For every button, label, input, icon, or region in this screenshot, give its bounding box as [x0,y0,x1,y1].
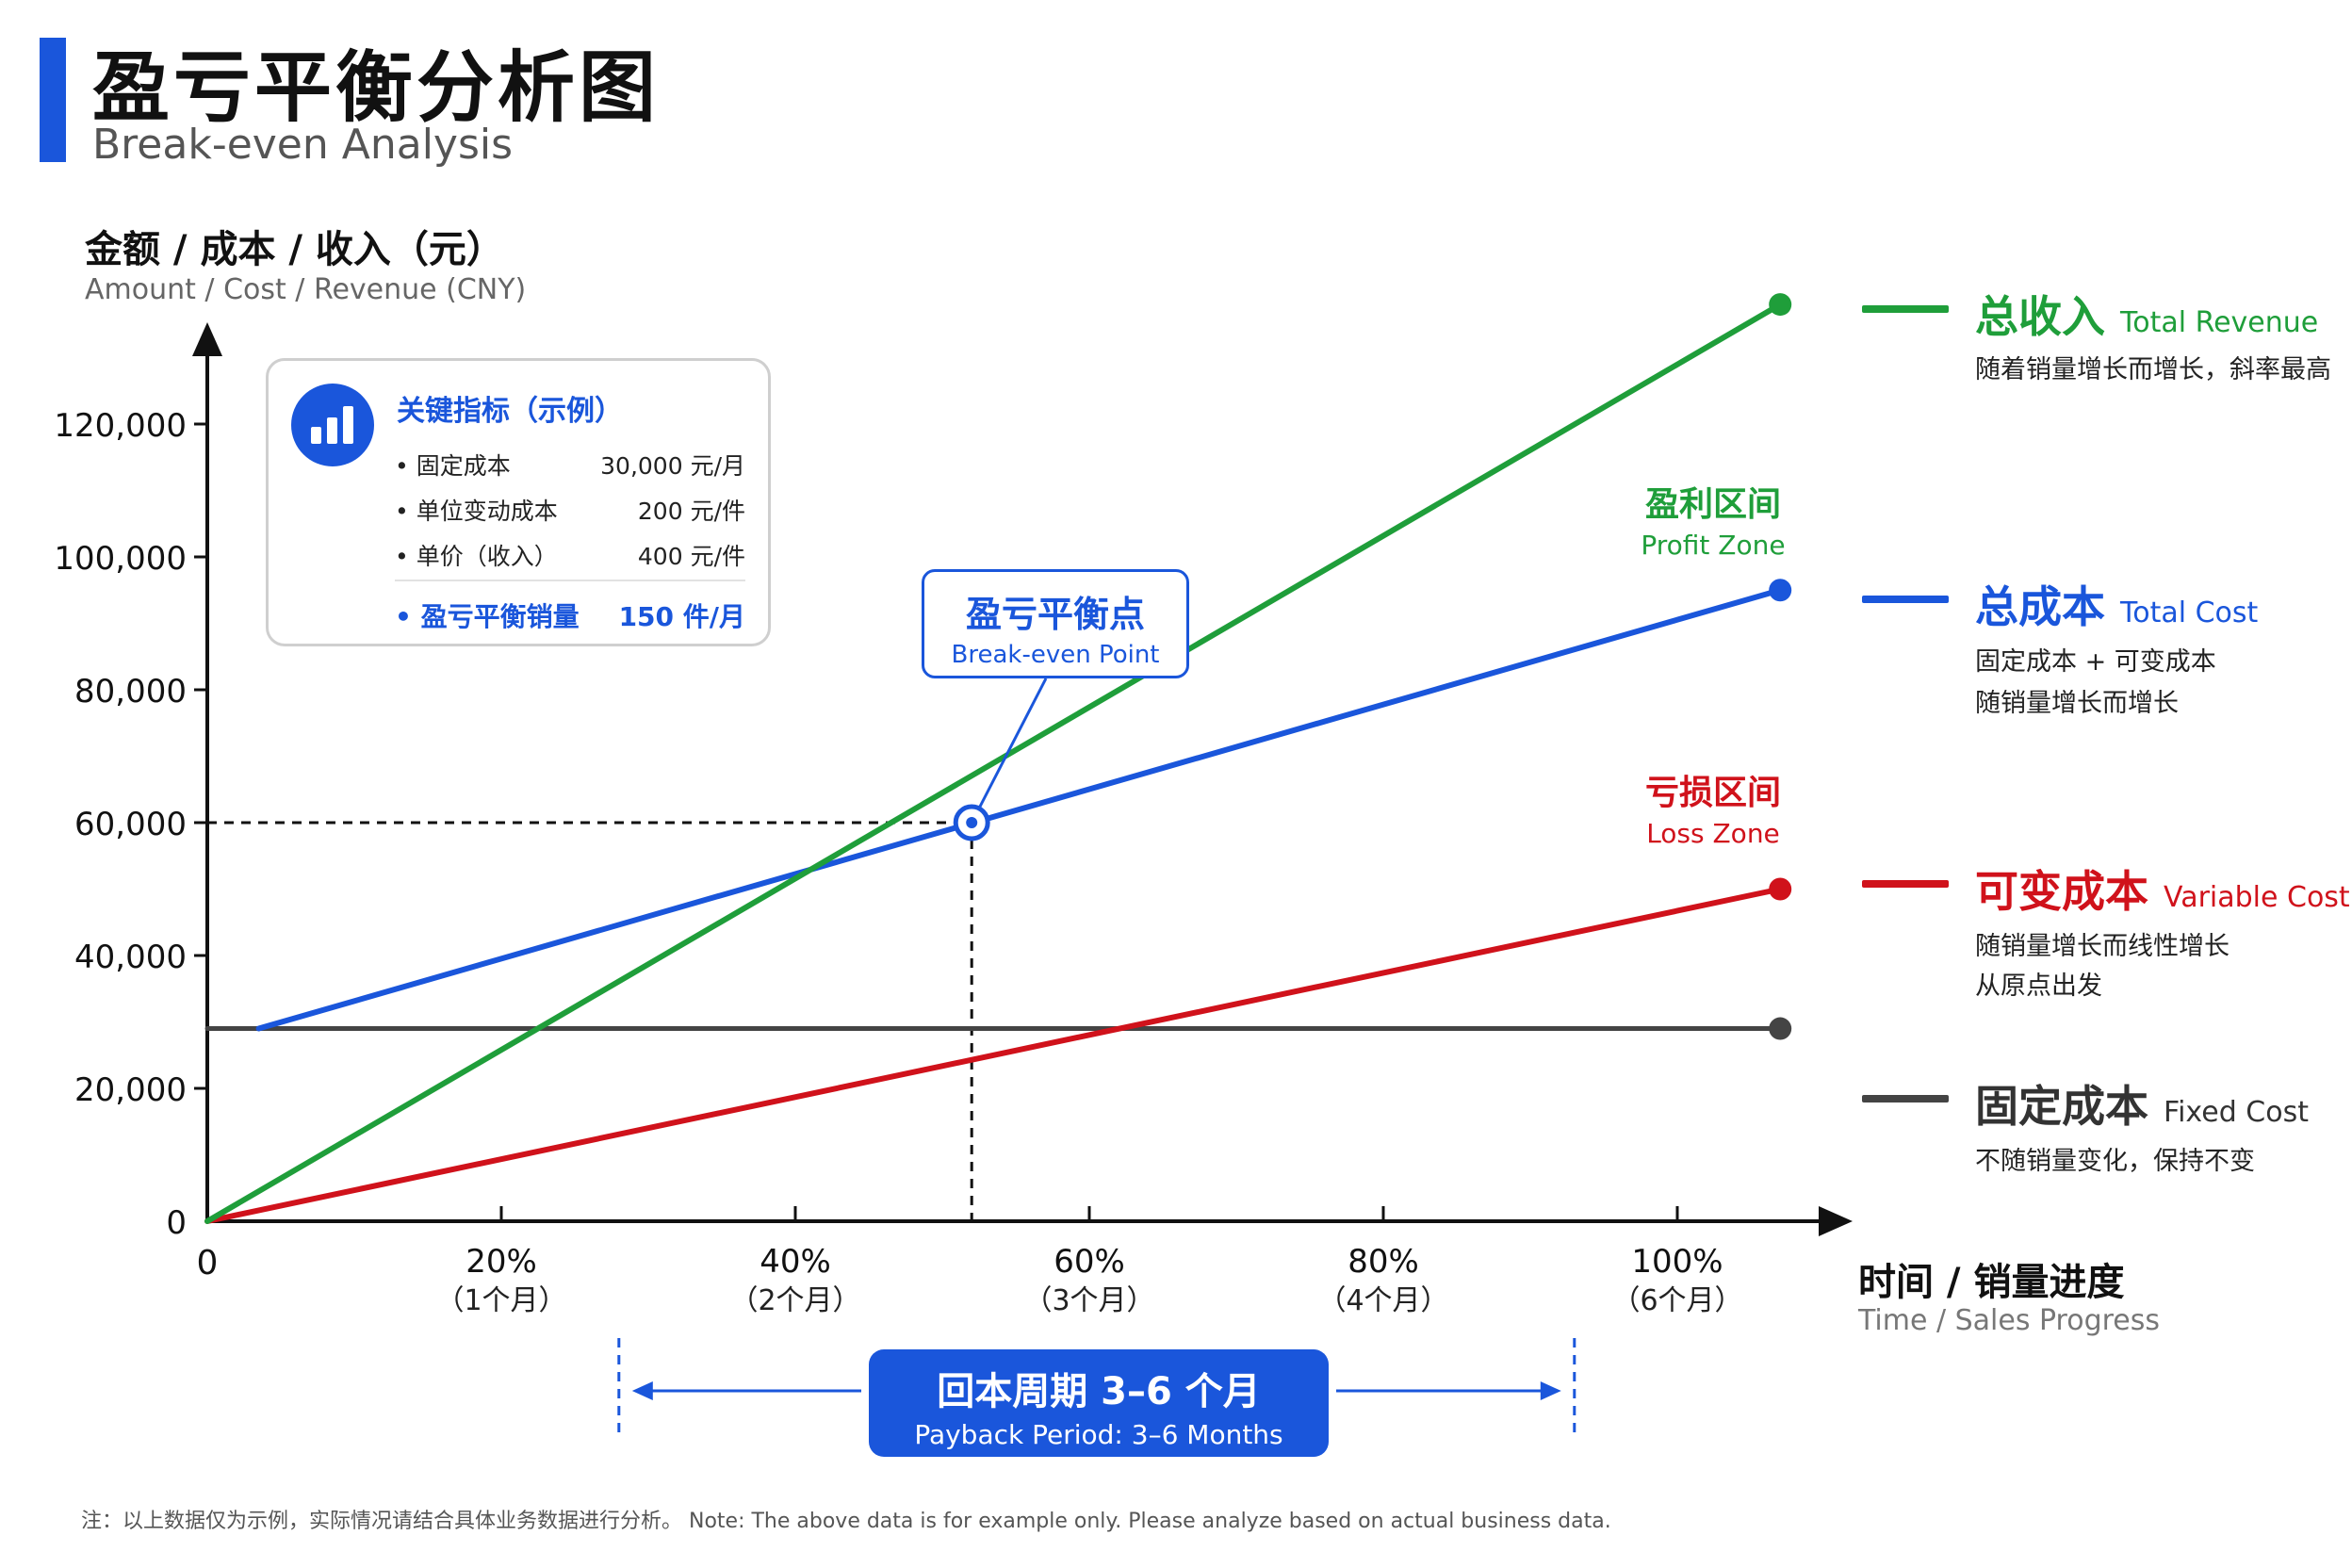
legend-name: 总收入 Total Revenue [1975,283,2318,345]
y-tick-label: 40,000 [74,939,187,976]
x-tick-label: 60% [1054,1243,1125,1281]
x-tick-label: 80% [1348,1243,1419,1281]
metric-value: 150 件/月 [618,601,745,632]
y-tick-label: 60,000 [74,806,187,843]
legend-name-en: Total Revenue [2120,306,2319,339]
x-tick-label: 0 [197,1244,219,1282]
y-tick-label: 80,000 [74,673,187,710]
payback-cn: 回本周期 3–6 个月 [937,1370,1261,1413]
legend-fixed-cost: 固定成本 Fixed Cost 不随销量变化，保持不变 [1862,1072,2352,1176]
legend-total-cost: 总成本 Total Cost 固定成本 + 可变成本 随销量增长而增长 [1862,573,2352,724]
series-end-dot-revenue [1769,293,1792,317]
y-tick-label: 0 [166,1204,187,1242]
y-tick-label: 20,000 [74,1071,187,1109]
payback-arrowhead-right [1540,1381,1561,1400]
legend-name: 可变成本 Variable Cost [1975,858,2350,920]
break-even-callout-en: Break-even Point [951,641,1160,669]
x-axis-arrow [1819,1206,1853,1236]
legend-revenue: 总收入 Total Revenue 随着销量增长而增长，斜率最高 [1862,283,2352,386]
footnote: 注：以上数据仅为示例，实际情况请结合具体业务数据进行分析。 Note: The … [81,1510,1611,1533]
metric-value: 200 元/件 [637,498,745,525]
loss-zone-label: 亏损区间 Loss Zone [1617,765,1809,849]
metric-fixed-cost: • 固定成本 30,000 元/月 [395,442,745,480]
loss-zone-cn: 亏损区间 [1644,774,1781,812]
y-tick-label: 100,000 [54,540,187,578]
y-tick-label: 120,000 [54,407,187,445]
page-subtitle: Break-even Analysis [92,121,514,169]
metric-unit-price: • 单价（收入） 400 元/件 [395,532,745,570]
legend-desc: 随销量增长而线性增长 [1975,932,2230,961]
x-tick-sublabel: （4个月） [1317,1284,1448,1317]
break-even-marker-center [966,817,978,828]
x-tick-sublabel: （1个月） [435,1284,566,1317]
series-end-dot-total-cost [1769,579,1792,602]
x-tick-sublabel: （2个月） [729,1284,860,1317]
legend-variable-cost: 可变成本 Variable Cost 随销量增长而线性增长 从原点出发 [1862,858,2352,1008]
x-tick-sublabel: （3个月） [1023,1284,1154,1317]
y-axis-label-cn: 金额 / 成本 / 收入（元） [85,228,504,271]
metric-label: • 盈亏平衡销量 [395,601,580,632]
series-end-dot-fixed-cost [1769,1017,1792,1040]
legend-name-en: Total Cost [2120,596,2259,629]
legend-swatch-revenue [1862,305,1949,313]
x-tick-label: 100% [1631,1243,1723,1281]
payback-period-badge: 回本周期 3–6 个月 Payback Period: 3–6 Months [869,1349,1329,1457]
legend-swatch-fixed-cost [1862,1095,1949,1102]
metrics-title: 关键指标（示例） [397,395,623,428]
y-axis-label-en: Amount / Cost / Revenue (CNY) [85,273,527,306]
legend-name: 总成本 Total Cost [1975,573,2258,635]
legend-name-cn: 可变成本 [1975,866,2148,917]
x-tick-label: 40% [760,1243,831,1281]
metrics-divider [395,580,745,581]
legend-name-en: Fixed Cost [2164,1096,2309,1129]
payback-en: Payback Period: 3–6 Months [914,1419,1283,1450]
break-even-callout-cn: 盈亏平衡点 [965,594,1145,635]
title-accent-bar [40,38,66,162]
metric-label: • 固定成本 [395,452,511,480]
break-even-leader [970,678,1048,824]
legend-desc: 从原点出发 [1975,972,2102,1001]
legend-name-cn: 总收入 [1975,291,2105,342]
metric-break-even-volume: • 盈亏平衡销量 150 件/月 [395,591,745,632]
profit-zone-label: 盈利区间 Profit Zone [1617,477,1809,561]
x-tick-sublabel: （6个月） [1611,1284,1742,1317]
legend-name-en: Variable Cost [2164,881,2350,914]
legend-desc: 随销量增长而增长 [1975,689,2179,718]
profit-zone-en: Profit Zone [1641,530,1786,561]
bar-chart-icon [291,384,374,466]
metric-label: • 单位变动成本 [395,498,558,525]
legend-name-cn: 固定成本 [1975,1081,2148,1132]
legend-swatch-total-cost [1862,596,1949,603]
legend-name-cn: 总成本 [1975,581,2105,632]
legend-desc: 不随销量变化，保持不变 [1975,1147,2255,1176]
break-even-callout: 盈亏平衡点 Break-even Point [922,569,1189,678]
x-axis-label-en: Time / Sales Progress [1858,1304,2161,1337]
page-title: 盈亏平衡分析图 [92,43,661,133]
series-line-total-cost [255,587,1784,1032]
key-metrics-panel: 关键指标（示例） • 固定成本 30,000 元/月 • 单位变动成本 200 … [266,358,771,646]
legend-desc: 固定成本 + 可变成本 [1975,647,2216,677]
metric-label: • 单价（收入） [395,543,558,570]
y-axis-arrow [192,322,222,356]
legend-name: 固定成本 Fixed Cost [1975,1072,2309,1135]
legend-desc: 随着销量增长而增长，斜率最高 [1975,355,2331,384]
x-axis-label-cn: 时间 / 销量进度 [1858,1261,2125,1304]
metric-value: 400 元/件 [637,543,745,570]
legend-swatch-variable-cost [1862,880,1949,888]
metric-value: 30,000 元/月 [600,452,745,480]
x-tick-label: 20% [466,1243,537,1281]
metric-unit-variable-cost: • 单位变动成本 200 元/件 [395,487,745,525]
series-end-dot-variable-cost [1769,877,1792,901]
payback-arrowhead-left [631,1381,653,1400]
series-line-revenue [204,302,1784,1224]
loss-zone-en: Loss Zone [1646,818,1780,849]
profit-zone-cn: 盈利区间 [1644,485,1781,524]
series-line-variable-cost [204,886,1784,1224]
